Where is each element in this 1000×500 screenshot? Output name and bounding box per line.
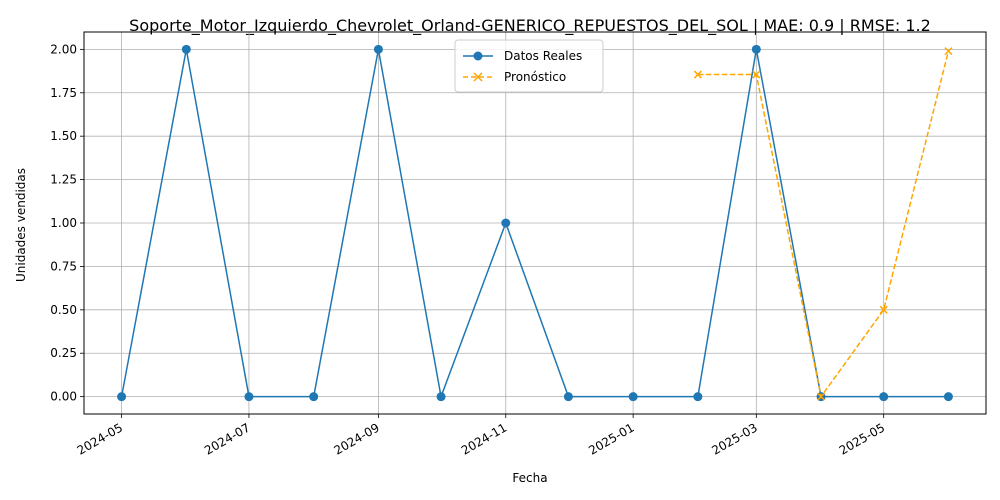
data-point — [693, 392, 703, 402]
y-tick-label: 2.00 — [50, 42, 77, 56]
y-tick-label: 1.25 — [50, 173, 77, 187]
data-point — [693, 70, 702, 79]
data-point — [563, 392, 573, 402]
legend-marker-pronostico — [473, 72, 483, 82]
y-tick-label: 1.75 — [50, 86, 77, 100]
y-axis-label: Unidades vendidas — [14, 168, 28, 282]
data-point — [309, 392, 319, 402]
series-0 — [117, 44, 953, 402]
y-tick-label: 0.75 — [50, 259, 77, 273]
series-layer — [117, 44, 953, 402]
y-tick-label: 0.50 — [50, 303, 77, 317]
data-point — [752, 70, 761, 79]
data-point — [817, 392, 826, 401]
data-point — [944, 47, 953, 56]
legend-marker-datos-reales — [473, 51, 483, 61]
legend-box — [454, 39, 604, 93]
series-1 — [693, 47, 953, 401]
y-tick-label: 0.25 — [50, 346, 77, 360]
data-point — [879, 392, 889, 402]
y-axis: 0.00 0.25 0.50 0.75 1.00 1.25 1.50 1.75 2.00 — [50, 42, 84, 404]
legend-label-datos-reales: Datos Reales — [504, 49, 582, 63]
grid — [84, 32, 986, 414]
data-point — [879, 305, 888, 314]
y-tick-label: 1.00 — [50, 216, 77, 230]
data-point — [943, 392, 953, 402]
legend-label-pronostico: Pronóstico — [504, 70, 566, 84]
y-tick-label: 1.50 — [50, 129, 77, 143]
data-point — [436, 392, 446, 402]
y-tick-label: 0.00 — [50, 390, 77, 404]
data-point — [501, 218, 511, 228]
data-point — [373, 44, 383, 54]
chart-title: Soporte_Motor_Izquierdo_Chevrolet_Orland… — [129, 16, 931, 36]
data-point — [628, 392, 638, 402]
data-point — [117, 392, 127, 402]
legend: Datos Reales Pronóstico — [454, 39, 604, 93]
data-point — [751, 44, 761, 54]
data-point — [181, 44, 191, 54]
x-axis-label: Fecha — [512, 471, 547, 485]
data-point — [244, 392, 254, 402]
series-line — [120, 49, 949, 400]
